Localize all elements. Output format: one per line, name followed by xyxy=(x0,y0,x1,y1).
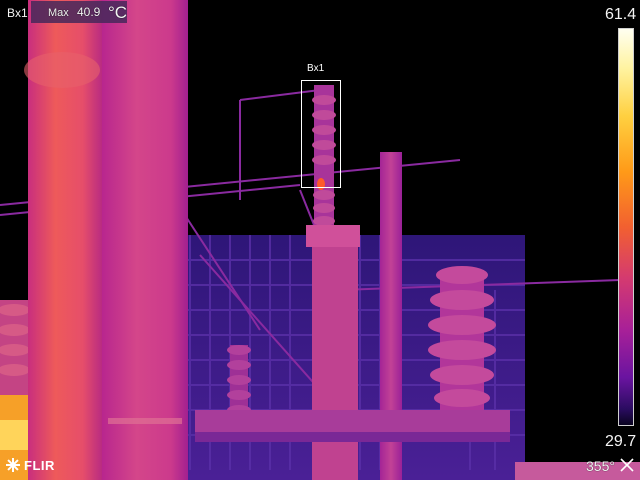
temperature-scale-bar xyxy=(618,28,634,426)
scale-min-value: 29.7 xyxy=(605,433,637,450)
measurement-box-bx1[interactable] xyxy=(301,80,341,188)
camera-mode-icon xyxy=(620,458,634,472)
base-beam xyxy=(195,410,510,434)
right-insulator xyxy=(428,266,496,410)
scale-max-value: 61.4 xyxy=(605,6,637,23)
insulator-string xyxy=(312,85,336,230)
support-column xyxy=(312,228,358,480)
flir-logo-icon xyxy=(6,458,20,472)
brand-text: FLIR xyxy=(24,457,55,473)
measurement-unit: °C xyxy=(108,3,128,22)
status-text: 355° xyxy=(586,458,615,474)
brand: FLIR xyxy=(5,457,55,473)
measurement-box-name: Bx1 xyxy=(7,6,28,20)
thin-pole xyxy=(380,152,402,480)
measurement-panel xyxy=(31,1,127,23)
measurement-box-label: Bx1 xyxy=(307,63,325,74)
pole-middle xyxy=(102,0,188,480)
measurement-value: 40.9 xyxy=(77,5,101,19)
measurement-stat-label: Max xyxy=(48,7,69,19)
